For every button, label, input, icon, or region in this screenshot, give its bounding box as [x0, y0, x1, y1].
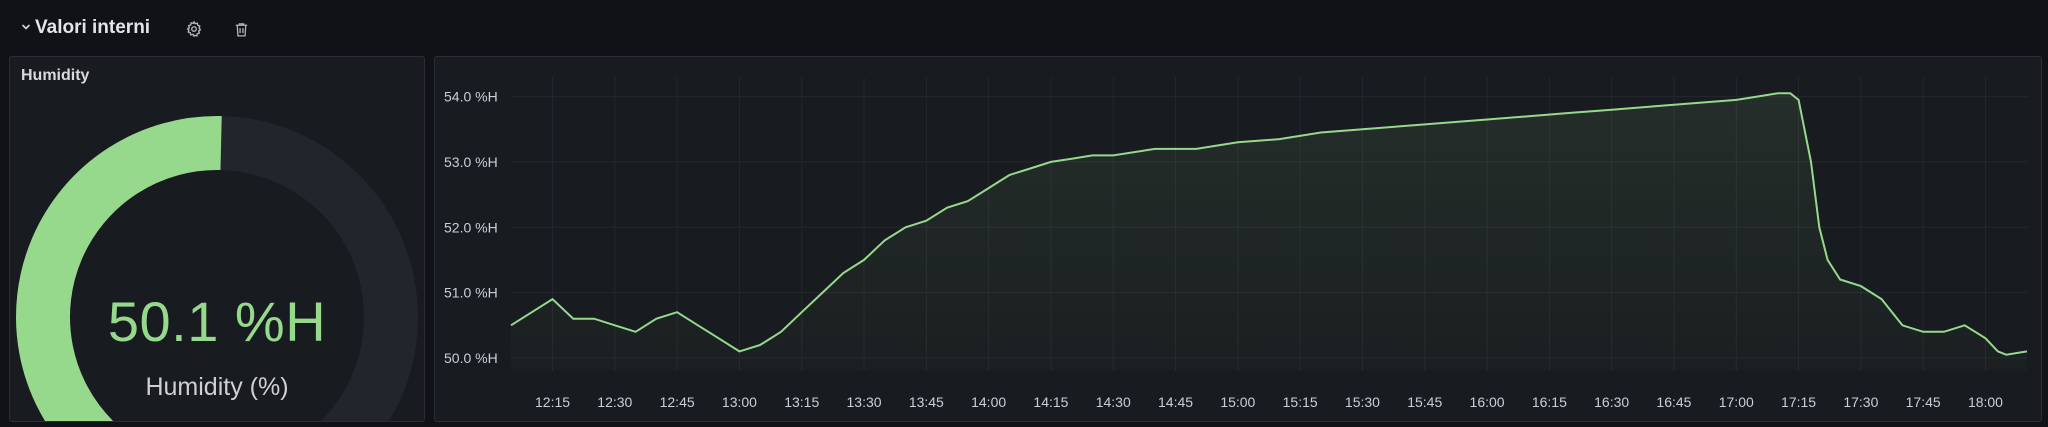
x-tick-label: 16:45 [1656, 394, 1691, 410]
gear-icon[interactable] [184, 19, 204, 39]
x-tick-label: 13:15 [784, 394, 819, 410]
x-tick-label: 16:15 [1532, 394, 1567, 410]
row-title[interactable]: Valori interni [35, 17, 151, 38]
gauge-label: Humidity (%) [145, 373, 289, 401]
gauge-panel: Humidity 50.1 %H Humidity (%) [9, 56, 425, 422]
x-tick-label: 16:30 [1594, 394, 1629, 410]
x-tick-label: 14:00 [971, 394, 1006, 410]
x-tick-label: 14:30 [1096, 394, 1131, 410]
trash-icon[interactable] [231, 19, 251, 39]
x-tick-label: 14:15 [1033, 394, 1068, 410]
x-tick-label: 17:00 [1719, 394, 1754, 410]
x-tick-label: 15:15 [1283, 394, 1318, 410]
x-tick-label: 12:15 [535, 394, 570, 410]
series-area [511, 93, 2027, 372]
y-tick-label: 51.0 %H [444, 285, 498, 301]
x-tick-label: 14:45 [1158, 394, 1193, 410]
x-tick-label: 15:45 [1407, 394, 1442, 410]
x-tick-label: 18:00 [1968, 394, 2003, 410]
x-tick-label: 13:00 [722, 394, 757, 410]
gauge [16, 116, 418, 421]
x-tick-label: 16:00 [1470, 394, 1505, 410]
y-tick-label: 54.0 %H [444, 89, 498, 105]
y-tick-label: 52.0 %H [444, 219, 498, 235]
x-tick-label: 17:45 [1906, 394, 1941, 410]
x-tick-label: 12:30 [597, 394, 632, 410]
gauge-value: 50.1 %H [107, 290, 327, 353]
series-line-humidity [510, 92, 2028, 356]
timeseries-panel: 50.0 %H 51.0 %H 52.0 %H 53.0 %H 54.0 %H 12:1… [434, 56, 2042, 422]
y-tick-label: 53.0 %H [444, 154, 498, 170]
x-tick-label: 13:30 [847, 394, 882, 410]
row-header: Valori interni [0, 0, 2048, 56]
x-tick-label: 17:15 [1781, 394, 1816, 410]
panel-title: Humidity [21, 67, 90, 84]
x-tick-label: 13:45 [909, 394, 944, 410]
x-tick-label: 17:30 [1843, 394, 1878, 410]
y-tick-label: 50.0 %H [444, 350, 498, 366]
x-tick-label: 15:00 [1220, 394, 1255, 410]
gauge-fill [16, 116, 222, 421]
humidity-chart[interactable]: 50.0 %H 51.0 %H 52.0 %H 53.0 %H 54.0 %H 12:1… [435, 57, 2041, 421]
x-tick-label: 12:45 [660, 394, 695, 410]
x-tick-label: 15:30 [1345, 394, 1380, 410]
chevron-down-icon[interactable] [19, 20, 33, 34]
